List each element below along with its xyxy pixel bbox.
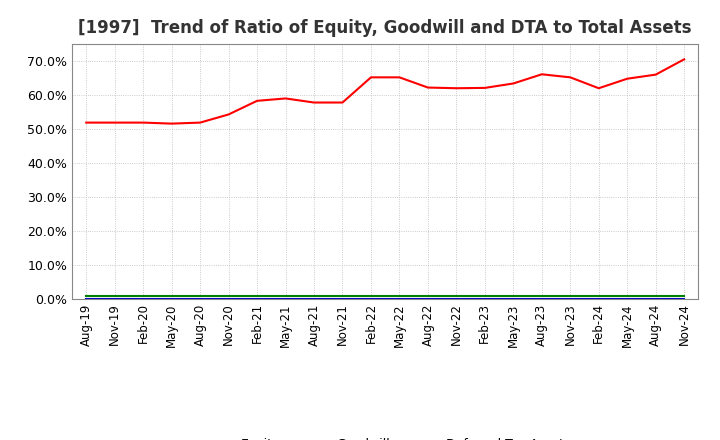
Equity bbox=[139, 120, 148, 125]
Equity bbox=[452, 86, 461, 91]
Goodwill bbox=[537, 296, 546, 301]
Legend: Equity, Goodwill, Deferred Tax Assets: Equity, Goodwill, Deferred Tax Assets bbox=[199, 438, 571, 440]
Deferred Tax Assets bbox=[366, 294, 375, 299]
Title: [1997]  Trend of Ratio of Equity, Goodwill and DTA to Total Assets: [1997] Trend of Ratio of Equity, Goodwil… bbox=[78, 19, 692, 37]
Equity bbox=[395, 75, 404, 80]
Deferred Tax Assets bbox=[595, 294, 603, 299]
Deferred Tax Assets bbox=[480, 294, 489, 299]
Goodwill bbox=[167, 296, 176, 301]
Goodwill bbox=[310, 296, 318, 301]
Equity bbox=[338, 100, 347, 105]
Deferred Tax Assets bbox=[82, 294, 91, 299]
Goodwill bbox=[282, 296, 290, 301]
Deferred Tax Assets bbox=[253, 294, 261, 299]
Deferred Tax Assets bbox=[338, 294, 347, 299]
Equity bbox=[253, 98, 261, 103]
Deferred Tax Assets bbox=[110, 294, 119, 299]
Equity bbox=[423, 85, 432, 90]
Goodwill bbox=[82, 296, 91, 301]
Deferred Tax Assets bbox=[623, 294, 631, 299]
Goodwill bbox=[595, 296, 603, 301]
Deferred Tax Assets bbox=[537, 294, 546, 299]
Goodwill bbox=[253, 296, 261, 301]
Deferred Tax Assets bbox=[196, 294, 204, 299]
Equity bbox=[537, 72, 546, 77]
Equity bbox=[595, 86, 603, 91]
Goodwill bbox=[366, 296, 375, 301]
Equity bbox=[509, 81, 518, 86]
Goodwill bbox=[395, 296, 404, 301]
Goodwill bbox=[338, 296, 347, 301]
Goodwill bbox=[509, 296, 518, 301]
Equity bbox=[366, 75, 375, 80]
Deferred Tax Assets bbox=[452, 294, 461, 299]
Deferred Tax Assets bbox=[395, 294, 404, 299]
Deferred Tax Assets bbox=[225, 294, 233, 299]
Deferred Tax Assets bbox=[566, 294, 575, 299]
Equity bbox=[225, 112, 233, 117]
Line: Equity: Equity bbox=[86, 59, 684, 124]
Deferred Tax Assets bbox=[310, 294, 318, 299]
Deferred Tax Assets bbox=[652, 294, 660, 299]
Equity bbox=[566, 75, 575, 80]
Goodwill bbox=[452, 296, 461, 301]
Equity bbox=[652, 72, 660, 77]
Equity bbox=[310, 100, 318, 105]
Equity bbox=[196, 120, 204, 125]
Equity bbox=[480, 85, 489, 91]
Deferred Tax Assets bbox=[680, 294, 688, 299]
Deferred Tax Assets bbox=[167, 294, 176, 299]
Goodwill bbox=[480, 296, 489, 301]
Equity bbox=[110, 120, 119, 125]
Goodwill bbox=[566, 296, 575, 301]
Deferred Tax Assets bbox=[282, 294, 290, 299]
Goodwill bbox=[623, 296, 631, 301]
Deferred Tax Assets bbox=[423, 294, 432, 299]
Deferred Tax Assets bbox=[509, 294, 518, 299]
Equity bbox=[82, 120, 91, 125]
Goodwill bbox=[225, 296, 233, 301]
Goodwill bbox=[196, 296, 204, 301]
Deferred Tax Assets bbox=[139, 294, 148, 299]
Goodwill bbox=[423, 296, 432, 301]
Equity bbox=[282, 96, 290, 101]
Goodwill bbox=[110, 296, 119, 301]
Equity bbox=[680, 57, 688, 62]
Equity bbox=[167, 121, 176, 126]
Goodwill bbox=[139, 296, 148, 301]
Goodwill bbox=[680, 296, 688, 301]
Equity bbox=[623, 76, 631, 81]
Goodwill bbox=[652, 296, 660, 301]
